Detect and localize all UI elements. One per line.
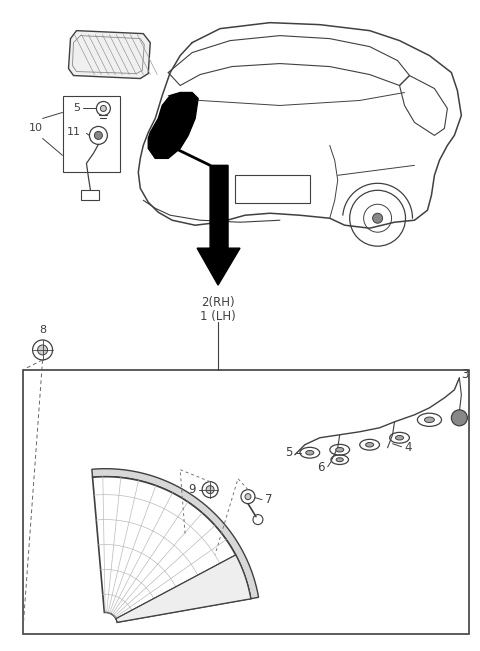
Circle shape <box>245 493 251 499</box>
Circle shape <box>206 486 214 493</box>
Polygon shape <box>116 555 251 622</box>
Text: 5: 5 <box>286 446 293 459</box>
Polygon shape <box>69 31 150 79</box>
Circle shape <box>372 214 383 223</box>
Circle shape <box>37 345 48 355</box>
Ellipse shape <box>336 447 344 452</box>
Text: 7: 7 <box>265 493 273 506</box>
Text: 9: 9 <box>189 483 196 496</box>
Ellipse shape <box>306 450 314 455</box>
Bar <box>23 370 469 634</box>
Text: 5: 5 <box>73 104 81 113</box>
Text: 6: 6 <box>317 461 325 474</box>
Ellipse shape <box>396 436 404 440</box>
Ellipse shape <box>366 443 373 447</box>
Polygon shape <box>93 477 251 622</box>
Polygon shape <box>197 165 240 285</box>
Text: 11: 11 <box>66 128 81 137</box>
Bar <box>62 96 120 173</box>
Ellipse shape <box>424 417 434 422</box>
Circle shape <box>100 105 107 111</box>
Bar <box>82 190 99 201</box>
Bar <box>235 175 310 203</box>
Text: 10: 10 <box>29 124 43 133</box>
Ellipse shape <box>336 458 343 462</box>
Circle shape <box>95 132 102 139</box>
Polygon shape <box>148 92 198 158</box>
Circle shape <box>451 410 468 426</box>
Text: 3: 3 <box>461 368 469 381</box>
Text: 1 (LH): 1 (LH) <box>200 309 236 322</box>
Polygon shape <box>92 469 259 599</box>
Text: 4: 4 <box>405 441 412 454</box>
Text: 2(RH): 2(RH) <box>201 296 235 309</box>
Text: 8: 8 <box>39 325 46 335</box>
